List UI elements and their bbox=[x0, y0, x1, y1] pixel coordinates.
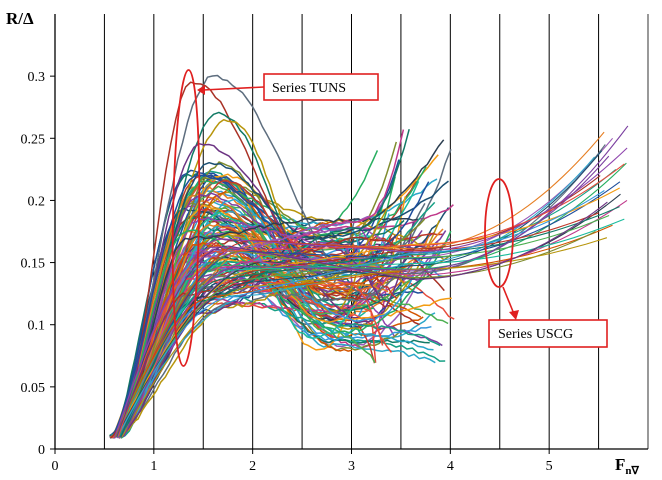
y-tick-label: 0.3 bbox=[28, 70, 46, 85]
series-tuns-curve bbox=[118, 243, 381, 438]
x-tick-label: 2 bbox=[249, 459, 256, 474]
uscg-label: Series USCG bbox=[498, 327, 573, 342]
x-tick-label: 3 bbox=[348, 459, 355, 474]
y-axis-label: R/Δ bbox=[6, 9, 34, 28]
series-uscg-curve bbox=[115, 224, 613, 437]
x-tick-label: 1 bbox=[150, 459, 157, 474]
annotations: Series TUNS Series USCG bbox=[171, 69, 608, 367]
series-uscg-curve bbox=[114, 147, 628, 437]
series-uscg-curve bbox=[120, 206, 620, 437]
series-uscg-curve bbox=[118, 144, 606, 437]
series-uscg-curve bbox=[116, 214, 610, 437]
y-tick-label: 0.25 bbox=[21, 132, 46, 147]
y-tick-label: 0.15 bbox=[21, 257, 46, 272]
x-tick-label: 5 bbox=[546, 459, 553, 474]
uscg-arrow-line bbox=[502, 286, 515, 315]
series-tuns-curve bbox=[119, 191, 391, 437]
y-tick-label: 0.2 bbox=[28, 194, 46, 209]
series-uscg-curve bbox=[121, 162, 627, 437]
series-uscg-curve bbox=[115, 218, 625, 437]
series-uscg-curve bbox=[123, 155, 610, 437]
series-uscg-curve bbox=[120, 181, 621, 437]
data-curves bbox=[109, 74, 629, 439]
series-tuns-curve bbox=[117, 111, 436, 438]
uscg-arrow-head bbox=[509, 310, 519, 320]
series-tuns-curve bbox=[114, 229, 452, 438]
series-uscg-curve bbox=[121, 237, 608, 437]
series-uscg-curve bbox=[116, 201, 608, 437]
series-tuns-curve bbox=[120, 161, 367, 438]
series-uscg-curve bbox=[117, 163, 625, 437]
y-tick-label: 0 bbox=[38, 443, 45, 458]
y-tick-label: 0.05 bbox=[21, 381, 46, 396]
uscg-label-box bbox=[488, 319, 608, 348]
tuns-label: Series TUNS bbox=[272, 81, 346, 96]
tuns-arrow-head bbox=[197, 85, 205, 95]
y-tick-label: 0.1 bbox=[28, 319, 46, 334]
series-tuns-curve bbox=[113, 142, 415, 438]
tuns-highlight-ellipse bbox=[171, 69, 201, 367]
series-uscg-curve bbox=[115, 125, 629, 437]
tuns-arrow-line bbox=[202, 86, 265, 91]
tick-labels: 0 1 2 3 4 5 0 0.05 0.1 0.15 0.2 0.25 0.3 bbox=[21, 70, 553, 474]
tuns-label-box bbox=[263, 73, 379, 101]
series-uscg-curve bbox=[117, 190, 605, 437]
x-tick-label: 0 bbox=[52, 459, 59, 474]
x-tick-label: 4 bbox=[447, 459, 454, 474]
uscg-highlight-ellipse bbox=[484, 178, 514, 288]
x-axis-label: Fn∇ bbox=[615, 455, 640, 477]
